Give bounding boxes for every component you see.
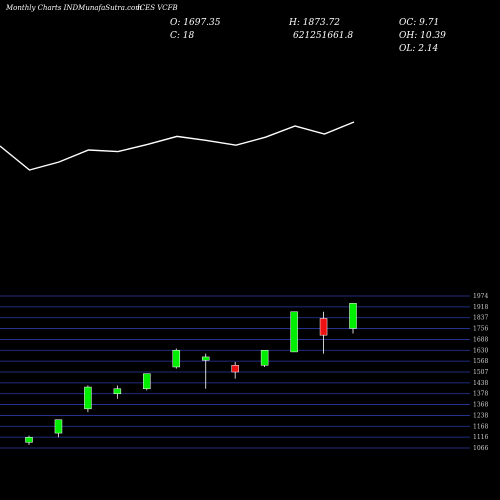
candlestick-chart [25, 303, 357, 445]
open-value: O: 1697.35 [170, 18, 221, 28]
candle-body-up [143, 373, 151, 389]
price-axis: 1974 1918 1837 1756 1688 1630 1568 1507 1438 1378… [473, 293, 488, 452]
oc-value: OC: 9.71 [399, 18, 439, 28]
y-tick-label: 1507 [473, 369, 488, 376]
candle-body-up [172, 349, 181, 368]
ticker-symbol: ICES VCFB [136, 4, 178, 12]
candle-body-down [231, 365, 239, 373]
candle-body-up [349, 303, 357, 329]
candle-body-up [25, 437, 33, 443]
y-tick-label: 1116 [473, 434, 488, 441]
y-tick-label: 1238 [473, 412, 488, 419]
candle-body-up [84, 386, 92, 410]
close-value: C: 18 [170, 31, 195, 41]
y-tick-label: 1837 [473, 315, 488, 322]
volume-value: 621251661.8 [293, 31, 353, 41]
ol-value: OL: 2.14 [399, 44, 439, 54]
y-tick-label: 1630 [473, 347, 488, 354]
y-tick-label: 1168 [473, 423, 488, 430]
candle-body-up [260, 349, 269, 366]
candle-body-up [201, 356, 210, 361]
candle-body-down [319, 318, 328, 336]
upper-line-chart [0, 121, 355, 171]
candle-body-up [54, 419, 63, 434]
candle-body-up [290, 311, 298, 353]
price-line [0, 121, 355, 171]
oh-value: OH: 10.39 [399, 31, 446, 41]
y-tick-label: 1688 [473, 336, 488, 343]
y-tick-label: 1756 [473, 326, 488, 333]
y-tick-label: 1368 [473, 402, 488, 409]
y-tick-label: 1568 [473, 358, 488, 365]
site-title: Monthly Charts INDMunafaSutra.com [5, 4, 142, 12]
y-tick-label: 1378 [473, 391, 488, 398]
y-tick-label: 1974 [473, 293, 488, 300]
price-grid [0, 295, 470, 449]
y-tick-label: 1066 [473, 445, 488, 452]
candle-body-up [113, 388, 122, 395]
high-value: H: 1873.72 [288, 18, 340, 28]
y-tick-label: 1438 [473, 380, 488, 387]
y-tick-label: 1918 [473, 304, 488, 311]
